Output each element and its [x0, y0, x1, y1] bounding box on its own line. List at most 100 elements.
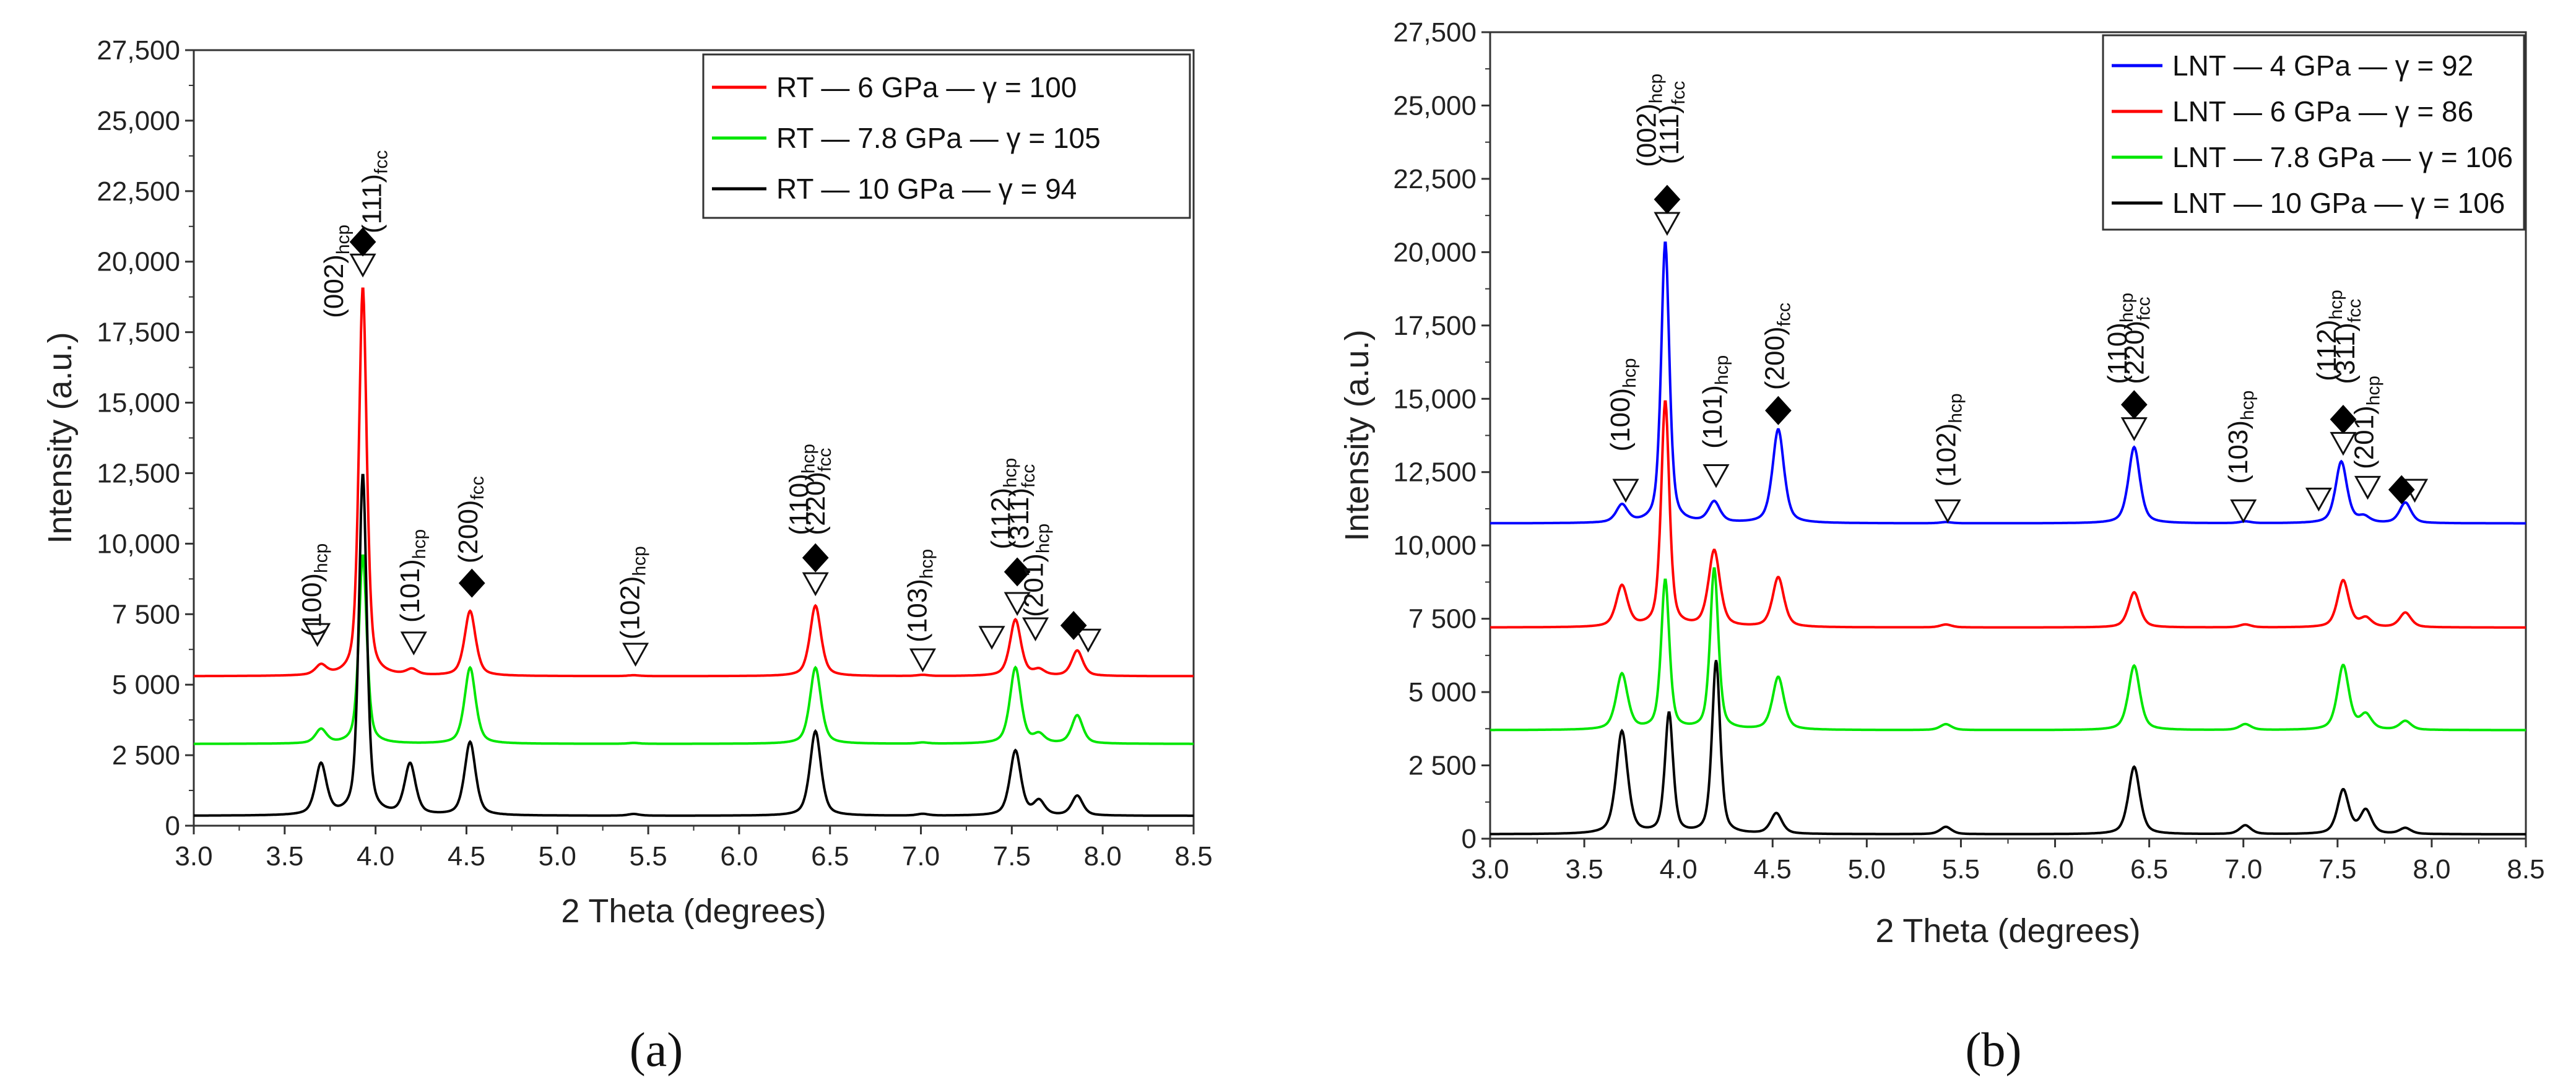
- peak-label-subscript: fcc: [2134, 297, 2154, 321]
- fcc-diamond-marker: [2388, 475, 2415, 504]
- fcc-diamond-marker: [1004, 557, 1031, 587]
- peak-label-subscript: hcp: [2326, 290, 2346, 319]
- peak-label: (200)fcc: [1760, 303, 1795, 390]
- x-tick-label: 8.5: [2507, 854, 2544, 885]
- legend-entry: LNT — 7.8 GPa — γ = 106: [2172, 141, 2513, 173]
- x-tick-label: 3.0: [1471, 854, 1509, 885]
- peak-label-subscript: fcc: [1018, 464, 1039, 488]
- hcp-triangle-marker: [2330, 431, 2357, 456]
- peak-label-subscript: hcp: [2117, 293, 2137, 322]
- x-tick-label: 5.5: [630, 841, 667, 872]
- peak-label-subscript: fcc: [1668, 81, 1689, 105]
- peak-label-subscript: hcp: [311, 543, 332, 573]
- y-tick-label: 17,500: [1393, 311, 1477, 341]
- hcp-triangle-marker: [349, 253, 376, 278]
- fcc-diamond-marker: [458, 568, 485, 598]
- legend-entry: LNT — 6 GPa — γ = 86: [2172, 95, 2473, 128]
- chart-panel-a: 0 2 500 5 000 7 500 10,000 12,500 15,000 17,500…: [41, 35, 1213, 1076]
- x-tick-label: 4.5: [1754, 854, 1792, 885]
- y-tick-label: 12,500: [1393, 457, 1477, 488]
- peak-label-subscript: hcp: [1033, 524, 1053, 553]
- x-tick-label: 6.0: [720, 841, 758, 872]
- fcc-diamond-marker: [1060, 611, 1087, 640]
- hcp-triangle-marker: [1934, 499, 1961, 524]
- peak-label-subscript: hcp: [1620, 358, 1640, 387]
- fcc-diamond-marker: [349, 227, 376, 257]
- hcp-triangle-marker: [2354, 475, 2382, 500]
- hcp-triangle-marker: [304, 623, 331, 647]
- y-tick-label: 27,500: [1393, 17, 1477, 48]
- legend-box: [702, 53, 1191, 219]
- legend-box: [2102, 34, 2525, 231]
- y-tick-label: 17,500: [97, 318, 180, 348]
- series-line: [1490, 400, 2526, 629]
- hcp-triangle-marker: [2120, 417, 2148, 441]
- peak-label: (103)hcp: [2223, 391, 2258, 484]
- peak-label: (101)hcp: [1698, 355, 1732, 449]
- peak-label-subscript: hcp: [1712, 355, 1732, 385]
- x-tick-label: 4.0: [1660, 854, 1698, 885]
- hcp-triangle-marker: [1075, 628, 1102, 653]
- x-tick-label: 7.5: [993, 841, 1031, 872]
- hcp-triangle-marker: [1654, 212, 1681, 236]
- x-tick-label: 3.5: [1566, 854, 1603, 885]
- legend-entry: RT — 10 GPa — γ = 94: [776, 173, 1077, 205]
- peak-label: (200)fcc: [453, 476, 488, 563]
- hcp-triangle-marker: [2305, 487, 2332, 512]
- x-tick-label: 5.5: [1942, 854, 1980, 885]
- peak-label-subscript: fcc: [815, 448, 835, 472]
- y-tick-label: 20,000: [1393, 237, 1477, 267]
- peak-label-subscript: fcc: [371, 150, 391, 174]
- x-tick-label: 3.5: [266, 841, 303, 872]
- hcp-triangle-marker: [909, 648, 937, 673]
- x-tick-label: 8.0: [2413, 854, 2450, 885]
- peak-label-subscript: hcp: [2364, 376, 2384, 405]
- x-tick-label: 4.0: [357, 841, 394, 872]
- panel-label: (a): [630, 1023, 683, 1076]
- x-tick-label: 7.5: [2318, 854, 2356, 885]
- series-line: [1490, 241, 2526, 525]
- peak-label: (002)hcp: [319, 225, 353, 318]
- y-tick-label: 5 000: [1408, 677, 1477, 707]
- x-tick-label: 8.0: [1084, 841, 1122, 872]
- chart-panel-b: 0 2 500 5 000 7 500 10,000 12,500 15,000 17,500…: [1338, 17, 2545, 1076]
- x-axis-title: 2 Theta (degrees): [561, 893, 826, 930]
- peak-label: (102)hcp: [1931, 393, 1966, 487]
- x-tick-label: 5.0: [1848, 854, 1886, 885]
- y-tick-label: 7 500: [112, 599, 180, 629]
- y-tick-label: 22,500: [97, 176, 180, 207]
- peak-label-subscript: hcp: [409, 529, 430, 559]
- x-tick-label: 4.5: [448, 841, 485, 872]
- legend-entry: RT — 7.8 GPa — γ = 105: [776, 122, 1101, 154]
- fcc-diamond-marker: [802, 543, 829, 573]
- panel-label: (b): [1966, 1023, 2022, 1076]
- peak-label: (201)hcp: [2349, 376, 2384, 469]
- peak-label-subscript: fcc: [1774, 303, 1795, 326]
- hcp-triangle-marker: [802, 572, 829, 597]
- y-tick-label: 0: [165, 811, 180, 841]
- y-tick-label: 25,000: [1393, 90, 1477, 121]
- peak-label-subscript: hcp: [1945, 393, 1966, 423]
- y-axis-title: Intensity (a.u.): [1338, 329, 1376, 541]
- y-tick-label: 10,000: [97, 529, 180, 559]
- y-tick-label: 2 500: [112, 740, 180, 771]
- legend-entry: LNT — 4 GPa — γ = 92: [2172, 50, 2473, 82]
- peak-label-subscript: fcc: [467, 476, 488, 500]
- y-tick-label: 0: [1462, 824, 1477, 854]
- hcp-triangle-marker: [2230, 499, 2257, 524]
- y-tick-label: 10,000: [1393, 530, 1477, 561]
- peak-label-subscript: hcp: [916, 549, 937, 579]
- x-tick-label: 5.0: [539, 841, 576, 872]
- fcc-diamond-marker: [1765, 396, 1792, 425]
- peak-label-subscript: hcp: [333, 225, 353, 254]
- peak-label-subscript: fcc: [2344, 299, 2365, 322]
- legend-entry: RT — 6 GPa — γ = 100: [776, 71, 1077, 103]
- peak-label-subscript: hcp: [1646, 74, 1667, 103]
- legend-entry: LNT — 10 GPa — γ = 106: [2172, 187, 2505, 219]
- hcp-triangle-marker: [1612, 478, 1639, 503]
- y-tick-label: 12,500: [97, 458, 180, 488]
- hcp-triangle-marker: [1021, 617, 1049, 642]
- x-tick-label: 8.5: [1174, 841, 1212, 872]
- fcc-diamond-marker: [2120, 390, 2148, 420]
